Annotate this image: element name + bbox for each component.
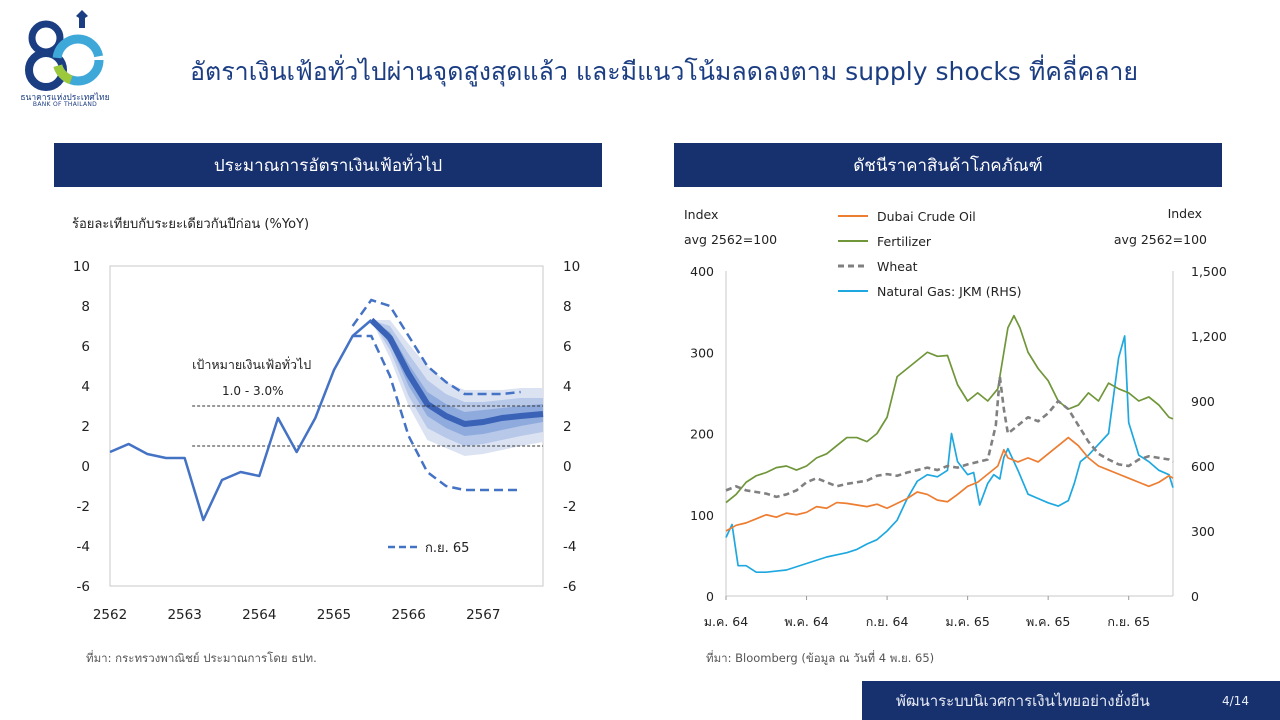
right-ytick-label: 0 [1191, 589, 1199, 604]
left-ytick-label: 10 [73, 259, 90, 275]
target-label: เป้าหมายเงินเฟ้อทั่วไป [192, 356, 311, 372]
page-number: 4/14 [1222, 694, 1249, 708]
left-ytick-label: -6 [77, 579, 90, 595]
x-tick-label: 2565 [317, 607, 351, 623]
x-tick-label: พ.ค. 65 [1026, 614, 1070, 629]
target-range-label: 1.0 - 3.0% [222, 384, 284, 398]
left-ytick-label: -2 [77, 499, 90, 515]
x-tick-label: 2562 [93, 607, 127, 623]
x-tick-label: ก.ย. 65 [1107, 614, 1150, 629]
oil-line [725, 436, 1174, 532]
logo-name-en: BANK OF THAILAND [32, 101, 98, 108]
x-tick-label: ม.ค. 65 [945, 614, 989, 629]
right-ytick-label: -2 [563, 499, 576, 515]
left-ylabel: ร้อยละเทียบกับระยะเดียวกันปีก่อน (%YoY) [72, 216, 309, 232]
right-ytick-label: 2 [563, 419, 572, 435]
commodity-chart: Index avg 2562=100 Index avg 2562=100 0 1… [684, 206, 1227, 629]
right-ytick-label: 900 [1191, 394, 1215, 409]
left-panel-header: ประมาณการอัตราเงินเฟ้อทั่วไป [54, 143, 602, 187]
left-ytick-label: 0 [706, 589, 714, 604]
right-panel-header: ดัชนีราคาสินค้าโภคภัณฑ์ [674, 143, 1222, 187]
footer-bar [862, 681, 1280, 720]
bot-logo-graphic [25, 10, 104, 91]
legend-label-gas: Natural Gas: JKM (RHS) [877, 284, 1022, 299]
forecast-upper-line [351, 298, 521, 396]
right-ytick-label: 8 [563, 299, 572, 315]
x-tick-label: ก.ย. 64 [866, 614, 909, 629]
right-axis-label2: avg 2562=100 [1114, 232, 1207, 247]
x-tick-label: 2563 [167, 607, 201, 623]
legend-label-oil: Dubai Crude Oil [877, 209, 976, 224]
right-ytick-label: 4 [563, 379, 572, 395]
footer-text: พัฒนาระบบนิเวศการเงินไทยอย่างยั่งยืน [896, 692, 1150, 710]
right-ytick-label: -6 [563, 579, 576, 595]
fan-center-band [369, 317, 544, 427]
right-ytick-label: -4 [563, 539, 576, 555]
right-source: ที่มา: Bloomberg (ข้อมูล ณ วันที่ 4 พ.ย.… [706, 651, 935, 665]
left-ytick-label: 200 [690, 427, 714, 442]
left-ytick-label: 300 [690, 345, 714, 360]
wheat-line [725, 375, 1174, 499]
left-ytick-label: 2 [81, 419, 90, 435]
x-tick-label: ม.ค. 64 [704, 614, 748, 629]
legend-label-forecast: ก.ย. 65 [425, 541, 469, 556]
left-axis-label2: avg 2562=100 [684, 232, 777, 247]
right-ytick-label: 1,500 [1191, 264, 1227, 279]
logo-name-th: ธนาคารแห่งประเทศไทย [20, 93, 110, 103]
left-source: ที่มา: กระทรวงพาณิชย์ ประมาณการโดย ธปท. [86, 651, 317, 665]
left-ytick-label: -4 [77, 539, 90, 555]
left-ytick-label: 8 [81, 299, 90, 315]
left-ytick-label: 100 [690, 508, 714, 523]
left-ytick-label: 4 [81, 379, 90, 395]
fan-band-3 [371, 320, 543, 436]
left-ytick-label: 6 [81, 339, 90, 355]
left-axis-label1: Index [684, 207, 718, 222]
gas-line [725, 335, 1174, 574]
right-ytick-label: 10 [563, 259, 580, 275]
actual-inflation-line [109, 319, 373, 522]
right-ytick-label: 0 [563, 459, 572, 475]
right-ytick-label: 300 [1191, 524, 1215, 539]
page-title: อัตราเงินเฟ้อทั่วไปผ่านจุดสูงสุดแล้ว และ… [190, 57, 1139, 86]
legend-label-wheat: Wheat [877, 259, 918, 274]
x-tick-label: พ.ค. 64 [784, 614, 828, 629]
bot-logo [18, 8, 113, 110]
x-tick-label: 2567 [466, 607, 500, 623]
left-ytick-label: 400 [690, 264, 714, 279]
inflation-chart: ร้อยละเทียบกับระยะเดียวกันปีก่อน (%YoY) … [72, 216, 580, 623]
right-ytick-label: 1,200 [1191, 329, 1227, 344]
legend-label-fertilizer: Fertilizer [877, 234, 932, 249]
fertilizer-line [725, 314, 1174, 504]
x-tick-label: 2566 [391, 607, 425, 623]
right-ytick-label: 600 [1191, 459, 1215, 474]
left-ytick-label: 0 [81, 459, 90, 475]
right-axis-label1: Index [1168, 206, 1202, 221]
right-ytick-label: 6 [563, 339, 572, 355]
x-tick-label: 2564 [242, 607, 276, 623]
